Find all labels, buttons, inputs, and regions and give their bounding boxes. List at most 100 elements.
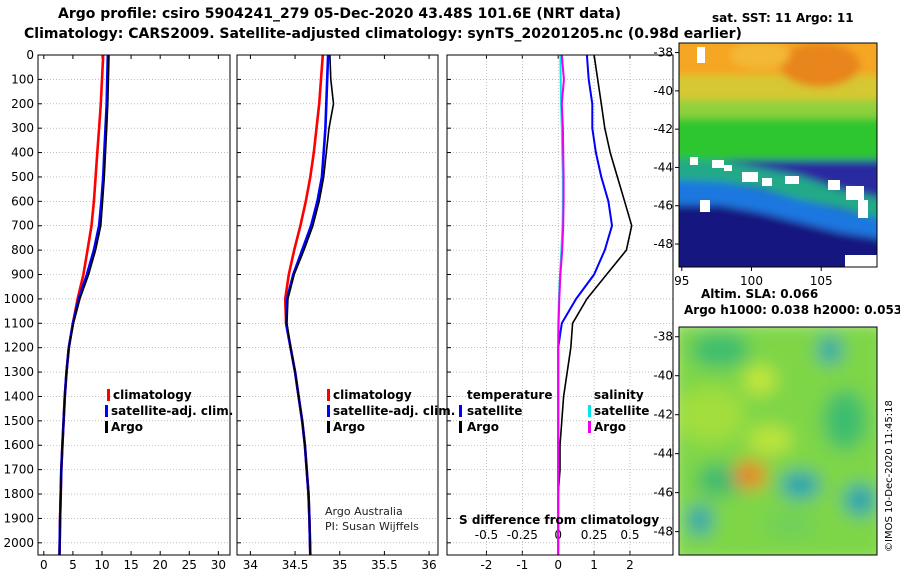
salinity-annotation: Argo Australia PI: Susan Wijffels xyxy=(325,505,419,533)
map-ytick-label: -44 xyxy=(653,447,673,461)
xtick-label: 0 xyxy=(554,558,562,572)
legend-label-satellite: satellite-adj. clim. xyxy=(333,404,455,418)
sla-map-title-2: Argo h1000: 0.038 h2000: 0.053 xyxy=(684,303,900,317)
xtick-label: 0 xyxy=(40,558,48,572)
ytick-label: 200 xyxy=(11,97,34,111)
panel-frame xyxy=(236,54,439,556)
legend-swatch-argo xyxy=(105,421,108,433)
map-ytick-label: -46 xyxy=(653,486,673,500)
xtick-label: -2 xyxy=(480,558,492,572)
map-ytick-label: -40 xyxy=(653,369,673,383)
legend-label-temp-argo: Argo xyxy=(467,420,499,434)
ytick-label: 600 xyxy=(11,194,34,208)
legend-label-satellite: satellite-adj. clim. xyxy=(111,404,233,418)
panel-frame xyxy=(37,54,231,556)
legend-label-temp-satellite: satellite xyxy=(467,404,522,418)
temperature-legend: climatology satellite-adj. clim. Argo xyxy=(105,388,233,434)
ytick-label: 1200 xyxy=(3,341,34,355)
sst-field xyxy=(679,43,877,267)
imos-credit: ©IMOS 10-Dec-2020 11:45:18 xyxy=(884,400,895,552)
xtick-label: 10 xyxy=(94,558,109,572)
ytick-label: 1600 xyxy=(3,438,34,452)
series-satellite-adj-clim- xyxy=(58,54,110,556)
secondary-xtick-label: 0.5 xyxy=(620,528,639,542)
ytick-label: 1700 xyxy=(3,463,34,477)
xtick-label: 2 xyxy=(626,558,634,572)
map-ytick-label: -48 xyxy=(653,237,673,251)
xtick-label: 35.5 xyxy=(371,558,398,572)
difference-xlabel: S difference from climatology xyxy=(459,513,659,527)
secondary-xtick-label: -0.25 xyxy=(507,528,538,542)
sst-cloud-gaps xyxy=(690,47,877,267)
map-ytick-label: -40 xyxy=(653,84,673,98)
series-temperature-argo xyxy=(557,54,633,555)
series-temperature-satellite xyxy=(557,54,613,555)
map-ytick-label: -38 xyxy=(653,330,673,344)
ytick-label: 1000 xyxy=(3,292,34,306)
series-argo xyxy=(286,54,335,556)
legend-swatch-satellite xyxy=(327,405,330,417)
map-ytick-label: -48 xyxy=(653,525,673,539)
ytick-label: 1400 xyxy=(3,389,34,403)
legend-swatch-climatology xyxy=(327,389,330,401)
legend-swatch-satellite xyxy=(105,405,108,417)
series-argo xyxy=(58,54,110,556)
legend-title-salinity: salinity xyxy=(594,388,644,402)
xtick-label: 35 xyxy=(332,558,347,572)
ytick-label: 900 xyxy=(11,268,34,282)
legend-swatch-climatology xyxy=(107,389,110,401)
xtick-label: 5 xyxy=(69,558,77,572)
xtick-label: 25 xyxy=(182,558,197,572)
xtick-label: 34 xyxy=(243,558,258,572)
annotation-line-1: Argo Australia xyxy=(325,505,403,518)
map-ytick-label: -42 xyxy=(653,408,673,422)
xtick-label: 30 xyxy=(211,558,226,572)
title-line-1: Argo profile: csiro 5904241_279 05-Dec-2… xyxy=(58,6,622,22)
sst-map: sat. SST: 11 Argo: 11 xyxy=(653,11,878,288)
legend-swatch-argo xyxy=(327,421,330,433)
series-climatology xyxy=(283,54,325,556)
sst-map-title: sat. SST: 11 Argo: 11 xyxy=(712,11,854,25)
legend-label-sal-argo: Argo xyxy=(594,420,626,434)
xtick-label: 1 xyxy=(590,558,598,572)
ytick-label: 1300 xyxy=(3,365,34,379)
ytick-label: 400 xyxy=(11,146,34,160)
panel-frame xyxy=(446,54,674,556)
legend-label-argo: Argo xyxy=(111,420,143,434)
legend-label-climatology: climatology xyxy=(113,388,192,402)
ytick-label: 1900 xyxy=(3,511,34,525)
ytick-label: 1100 xyxy=(3,316,34,330)
map-xtick-label: 105 xyxy=(810,274,833,288)
ytick-label: 0 xyxy=(26,48,34,62)
legend-label-climatology: climatology xyxy=(333,388,412,402)
ytick-label: 300 xyxy=(11,121,34,135)
ytick-label: 2000 xyxy=(3,536,34,550)
legend-swatch-temp-argo xyxy=(459,421,462,433)
temperature-panel: 0100200300400500600700800900100011001200… xyxy=(3,48,231,572)
difference-panel: -2 -1 0 1 2-0.5 -0.25 0 0.25 0.5 xyxy=(446,54,674,572)
map-ytick-label: -44 xyxy=(653,160,673,174)
xtick-label: -1 xyxy=(516,558,528,572)
ytick-label: 1500 xyxy=(3,414,34,428)
xtick-label: 15 xyxy=(123,558,138,572)
legend-swatch-sal-argo xyxy=(588,421,591,433)
map-ytick-label: -46 xyxy=(653,199,673,213)
ytick-label: 700 xyxy=(11,219,34,233)
series-climatology xyxy=(58,54,105,556)
series-salinity-argo xyxy=(557,54,565,555)
map-xtick-label: 100 xyxy=(740,274,763,288)
map-ytick-label: -42 xyxy=(653,122,673,136)
secondary-xtick-label: 0.25 xyxy=(581,528,608,542)
sla-field xyxy=(679,327,877,555)
legend-swatch-temp-satellite xyxy=(459,405,462,417)
difference-legend: temperature satellite Argo salinity sate… xyxy=(459,388,649,434)
legend-label-argo: Argo xyxy=(333,420,365,434)
map-xtick-label: 95 xyxy=(674,274,689,288)
ytick-label: 500 xyxy=(11,170,34,184)
ytick-label: 100 xyxy=(11,72,34,86)
annotation-line-2: PI: Susan Wijffels xyxy=(325,520,419,533)
map-ytick-label: -38 xyxy=(653,46,673,60)
legend-swatch-sal-satellite xyxy=(588,405,591,417)
sla-map: Altim. SLA: 0.066 Argo h1000: 0.038 h200… xyxy=(653,287,900,556)
